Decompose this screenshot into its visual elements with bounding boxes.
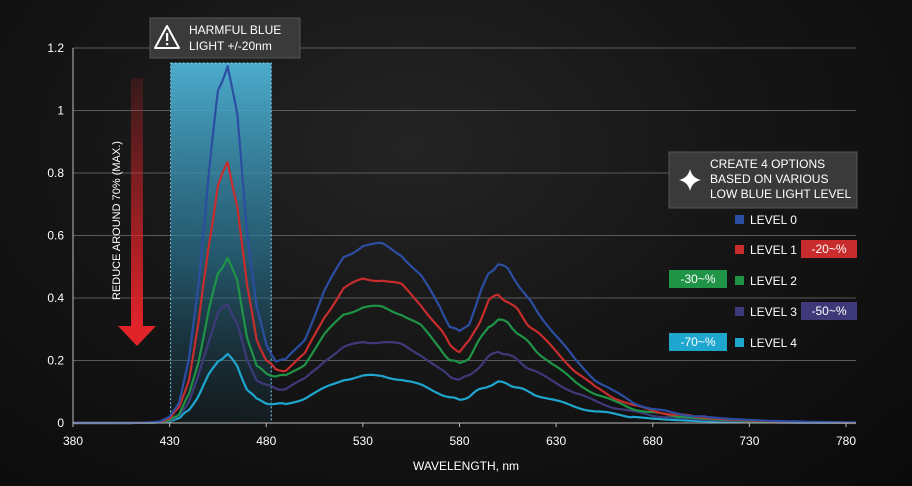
percent-badge-label: -20~% (811, 242, 846, 256)
legend-label: LEVEL 3 (750, 305, 797, 319)
percent-badge (801, 240, 857, 258)
x-tick-label: 630 (546, 434, 566, 448)
reduce-label: REDUCE AROUND 70% (MAX.) (111, 141, 123, 300)
x-tick-label: 530 (353, 434, 373, 448)
legend-swatch (735, 215, 744, 224)
x-tick-label: 580 (449, 434, 469, 448)
legend-label: LEVEL 0 (750, 213, 797, 227)
x-tick-labels: 380 430 480 530 580 630 680 730 780 (63, 434, 856, 448)
x-tick-label: 730 (739, 434, 759, 448)
series-line-level-4 (73, 352, 856, 425)
percent-badge (801, 302, 857, 320)
sparkle-icon (679, 169, 701, 191)
percent-badge-label: -70~% (680, 335, 715, 349)
axes (72, 48, 856, 427)
percent-badge (669, 270, 727, 288)
legend-swatch (735, 338, 744, 347)
harmful-box-line-2: LIGHT +/-20nm (189, 39, 272, 53)
x-tick-label: 480 (256, 434, 276, 448)
legend-label: LEVEL 1 (750, 243, 797, 257)
y-tick-label: 0.4 (47, 291, 64, 305)
x-axis-title: WAVELENGTH, nm (413, 459, 519, 473)
percent-badge-label: -50~% (811, 304, 846, 318)
series-line-level-1 (73, 161, 856, 425)
options-box-line-3: LOW BLUE LIGHT LEVEL (710, 187, 851, 201)
legend-label: LEVEL 2 (750, 274, 797, 288)
y-tick-label: 0 (57, 416, 64, 430)
options-callout: CREATE 4 OPTIONS BASED ON VARIOUS LOW BL… (668, 151, 858, 209)
options-box-line-1: CREATE 4 OPTIONS (710, 157, 825, 171)
series-lines (73, 65, 856, 425)
legend: LEVEL 0 LEVEL 1 LEVEL 2 LEVEL 3 LEVEL 4 (735, 213, 797, 350)
series-line-level-2 (73, 256, 856, 425)
y-tick-label: 1 (57, 104, 64, 118)
legend-swatch (735, 245, 744, 254)
x-tick-label: 680 (643, 434, 663, 448)
y-tick-label: 1.2 (47, 41, 64, 55)
legend-label: LEVEL 4 (750, 336, 797, 350)
x-tick-label: 380 (63, 434, 83, 448)
y-tick-label: 0.8 (47, 166, 64, 180)
legend-swatch (735, 276, 744, 285)
warning-icon (154, 25, 180, 49)
series-line-level-3 (73, 303, 856, 425)
y-tick-labels: 0 0.2 0.4 0.6 0.8 1 1.2 (47, 41, 64, 430)
y-tick-label: 0.6 (47, 229, 64, 243)
percent-badge (669, 333, 727, 351)
legend-swatch (735, 307, 744, 316)
series-line-level-0 (73, 65, 856, 425)
harmful-blue-callout: HARMFUL BLUE LIGHT +/-20nm (149, 17, 301, 59)
y-tick-label: 0.2 (47, 354, 64, 368)
x-tick-label: 780 (836, 434, 856, 448)
x-tick-label: 430 (160, 434, 180, 448)
reduce-arrow (118, 78, 156, 346)
harmful-box-line-1: HARMFUL BLUE (189, 23, 281, 37)
percent-badges: -20~% -30~% -50~% -70~% (669, 240, 857, 351)
options-box-line-2: BASED ON VARIOUS (710, 172, 828, 186)
percent-badge-label: -30~% (680, 272, 715, 286)
